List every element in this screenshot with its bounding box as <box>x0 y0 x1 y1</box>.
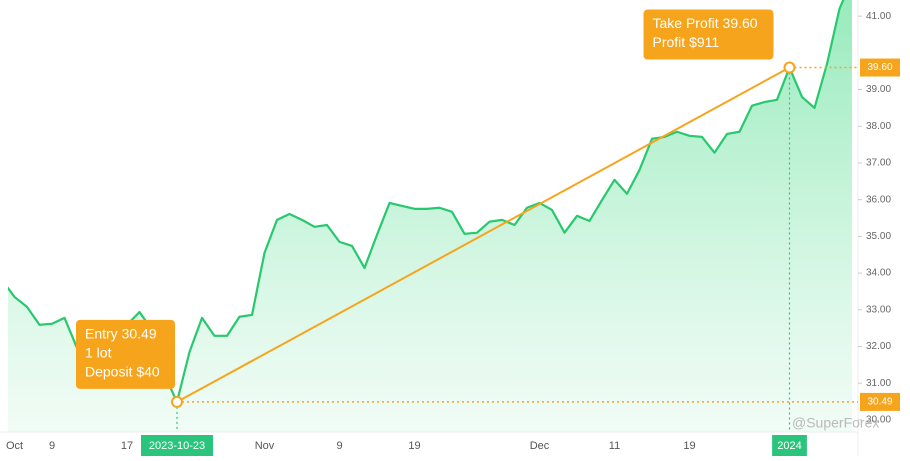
price-line <box>8 0 845 404</box>
x-tick-label: 17 <box>121 440 133 452</box>
area-fill <box>8 0 852 432</box>
callout-text: Profit $911 <box>653 34 720 50</box>
axes: 30.00 31.00 32.00 33.00 34.00 35.00 36.00 37.00… <box>6 11 891 456</box>
x-tick-label: 11 <box>609 440 620 452</box>
price-label-box <box>860 58 900 77</box>
x-highlight-box <box>141 435 213 456</box>
y-tick-label: 35.00 <box>866 231 891 242</box>
trade-point <box>171 395 183 408</box>
y-tick-label: 31.00 <box>866 378 891 389</box>
y-tick-label: 39.00 <box>866 84 891 95</box>
y-tick-label: 30.00 <box>866 415 891 426</box>
callout-box <box>643 9 774 60</box>
price-label: 39.60 <box>867 62 892 73</box>
y-tick-label: 36.00 <box>866 194 891 205</box>
callout-text: 1 lot <box>85 345 112 361</box>
x-tick-label: 2023-10-23 <box>149 440 205 452</box>
price-label-box <box>860 392 900 411</box>
price-label: 30.49 <box>867 397 892 408</box>
callout-box <box>76 319 175 389</box>
x-tick-label: Dec <box>530 440 550 452</box>
watermark: @SuperForex <box>792 415 879 431</box>
callout-text: Entry 30.49 <box>85 326 157 342</box>
callout-text: Take Profit 39.60 <box>653 15 758 31</box>
y-tick-label: 33.00 <box>866 304 891 315</box>
x-tick-label: Oct <box>6 440 23 452</box>
x-highlight-box <box>772 435 807 456</box>
trade-line <box>176 66 790 403</box>
y-tick-label: 32.00 <box>866 341 891 352</box>
callout-text: Deposit $40 <box>85 364 160 380</box>
y-tick-label: 41.00 <box>866 11 891 22</box>
y-tick-label: 37.00 <box>866 158 891 169</box>
y-tick-label: 38.00 <box>866 121 891 132</box>
plot-area <box>8 0 852 432</box>
x-tick-label: 9 <box>336 440 342 452</box>
trade-point <box>783 61 796 74</box>
x-tick-label: 9 <box>49 440 55 452</box>
x-tick-label: 19 <box>683 440 695 452</box>
y-tick-label: 34.00 <box>866 268 891 279</box>
x-tick-label: 2024 <box>777 440 801 452</box>
annotations: @SuperForex 30.49 39.60 Entry 30.49 1 lot Dep… <box>76 9 900 432</box>
x-tick-label: 19 <box>408 440 420 452</box>
x-tick-label: Nov <box>255 440 275 452</box>
